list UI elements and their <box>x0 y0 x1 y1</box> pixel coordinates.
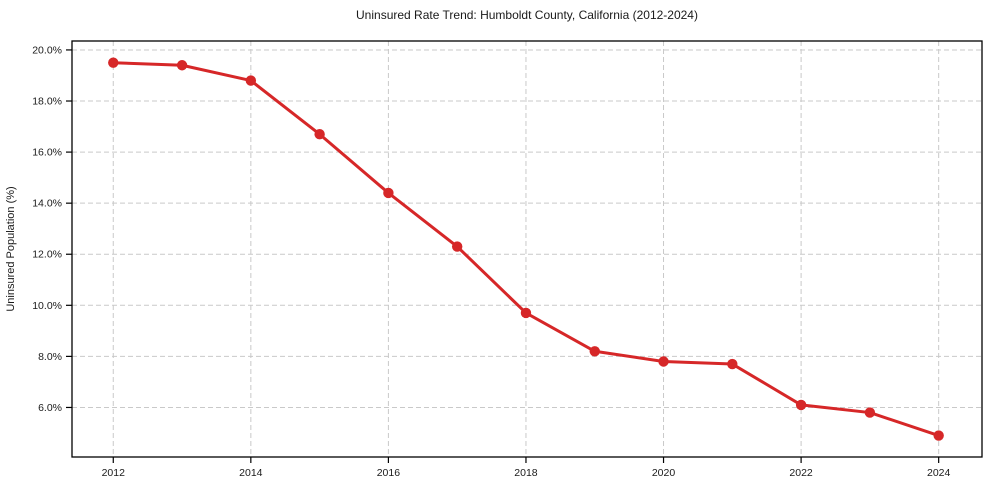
data-point <box>658 356 669 367</box>
y-tick-label: 6.0% <box>38 402 62 414</box>
data-point <box>176 60 188 71</box>
y-tick-label: 8.0% <box>38 351 62 363</box>
x-tick-label: 2012 <box>102 467 126 479</box>
y-tick-label: 20.0% <box>32 44 62 56</box>
data-point <box>864 407 876 418</box>
x-tick-label: 2014 <box>239 467 263 479</box>
y-tick-label: 16.0% <box>32 147 62 159</box>
data-point <box>795 399 807 411</box>
x-tick-label: 2016 <box>377 467 401 479</box>
data-point <box>314 129 325 140</box>
data-point <box>383 187 394 199</box>
x-tick-label: 2020 <box>652 467 676 479</box>
y-tick-label: 12.0% <box>32 249 62 261</box>
data-point <box>933 430 944 441</box>
y-tick-label: 14.0% <box>32 198 62 210</box>
x-tick-label: 2018 <box>514 467 538 479</box>
data-point <box>727 358 738 370</box>
data-point <box>589 346 600 357</box>
plot-border <box>71 40 983 458</box>
y-tick-label: 18.0% <box>32 96 62 108</box>
chart-title: Uninsured Rate Trend: Humboldt County, C… <box>356 8 698 22</box>
y-axis-label: Uninsured Population (%) <box>5 186 17 311</box>
x-tick-label: 2024 <box>927 467 951 479</box>
data-point <box>520 307 532 319</box>
x-tick-label: 2022 <box>789 467 813 479</box>
data-point <box>451 241 463 252</box>
data-point <box>108 57 119 68</box>
y-tick-label: 10.0% <box>32 300 62 312</box>
data-point <box>245 75 257 86</box>
